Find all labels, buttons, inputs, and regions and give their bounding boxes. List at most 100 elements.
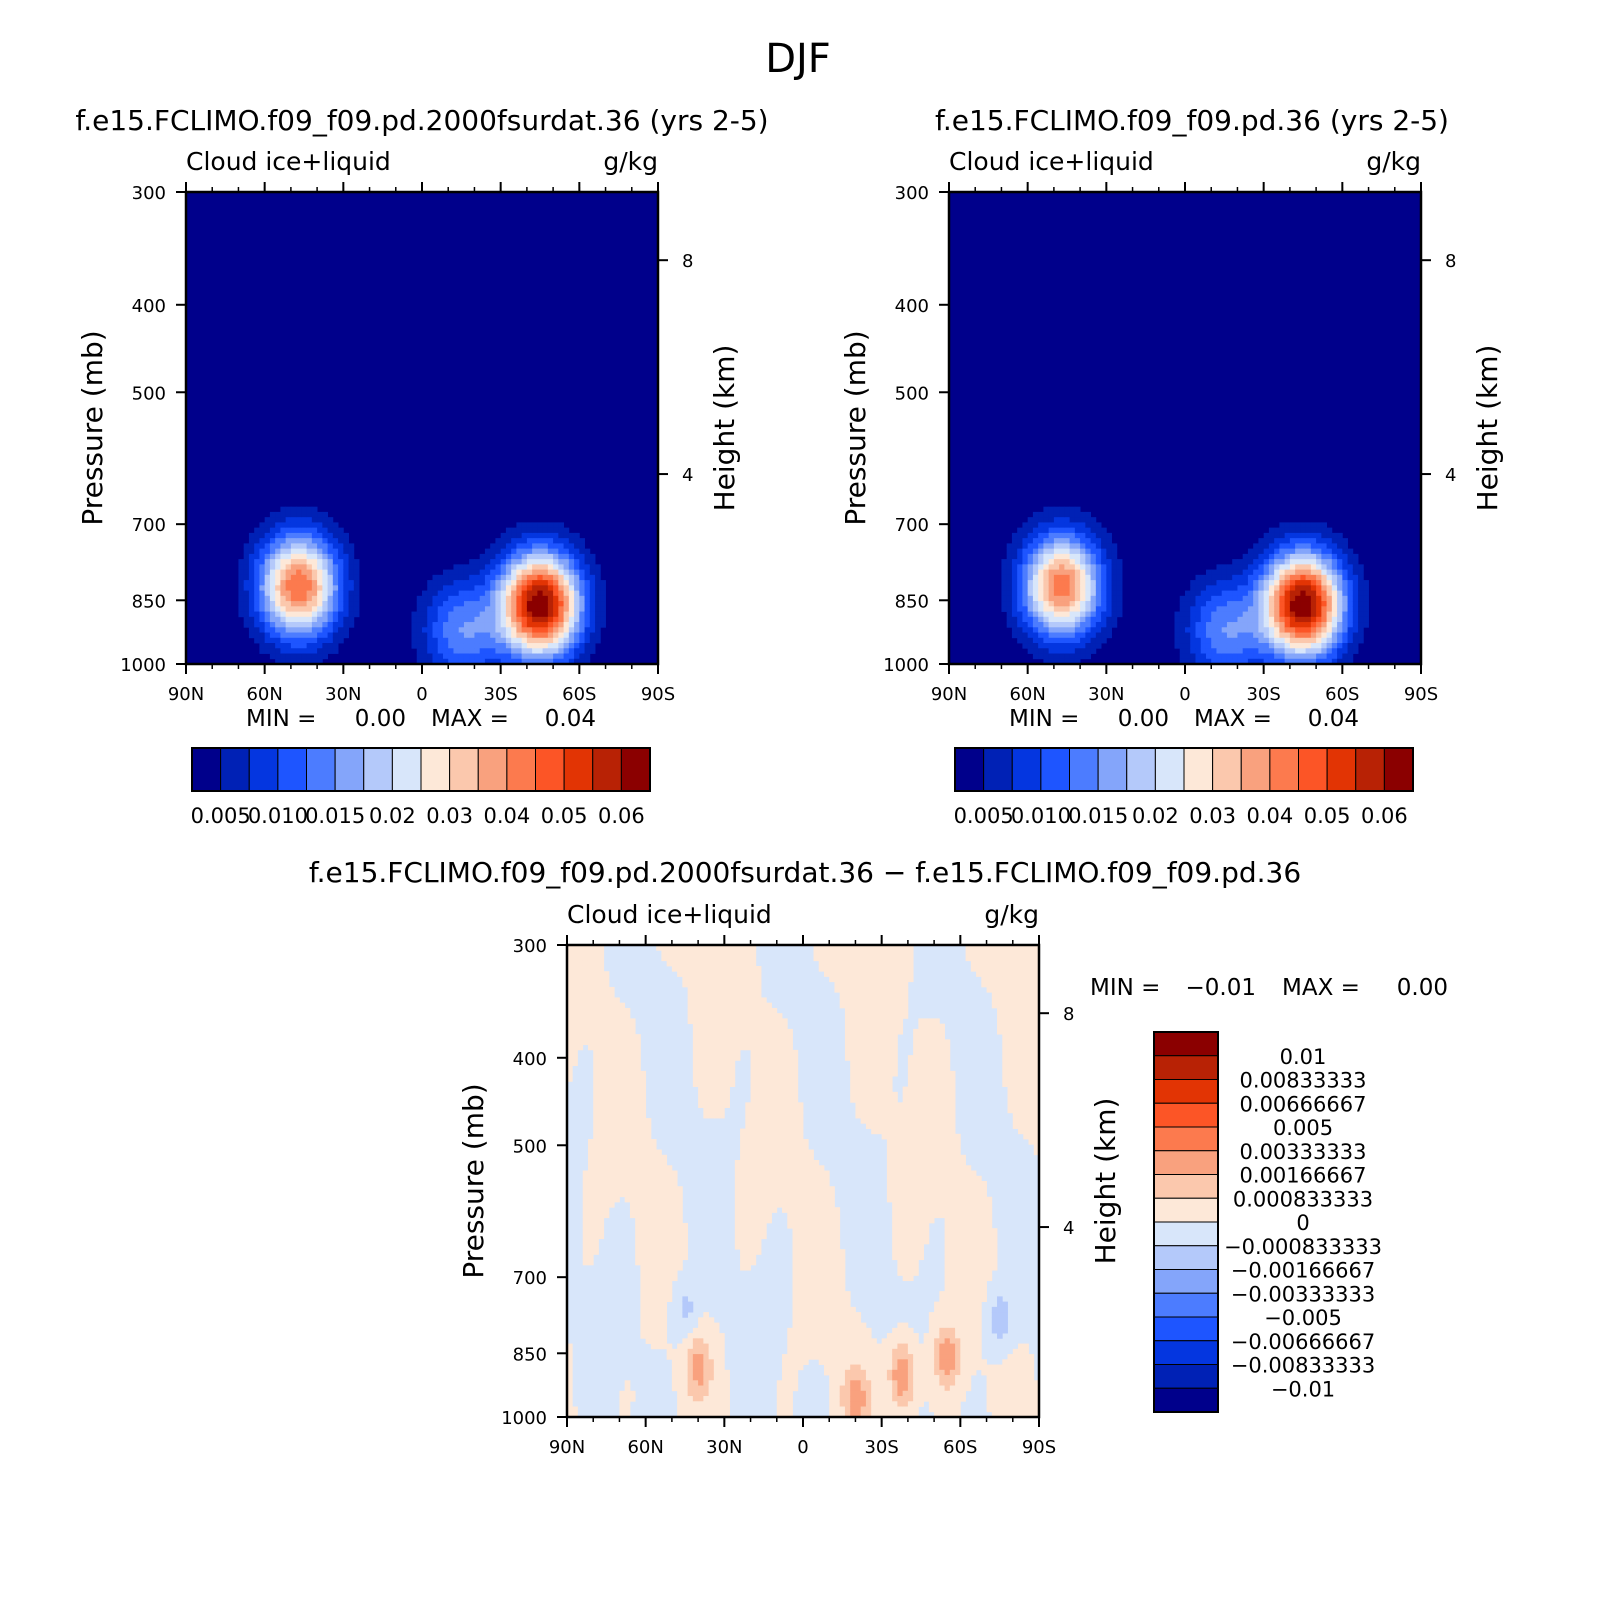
contour-cell: [1221, 569, 1228, 576]
contour-cell: [750, 992, 757, 998]
contour-cell: [1011, 606, 1018, 612]
contour-cell: [1247, 574, 1254, 581]
contour-cell: [640, 1149, 647, 1156]
contour-cell: [1295, 601, 1301, 607]
contour-cell: [243, 564, 250, 570]
contour-cell: [766, 1070, 772, 1077]
contour-cell: [484, 648, 491, 654]
contour-cell: [463, 643, 470, 649]
contour-cell: [1017, 559, 1023, 565]
contour-cell: [542, 632, 549, 639]
contour-cell: [469, 643, 475, 649]
contour-cell: [463, 616, 470, 623]
contour-cell: [682, 1306, 689, 1313]
contour-cell: [719, 1034, 725, 1040]
contour-cell: [750, 1254, 757, 1261]
contour-cell: [797, 1280, 804, 1287]
contour-cell: [598, 976, 605, 983]
contour-cell: [755, 986, 762, 993]
contour-cell: [442, 616, 449, 623]
contour-cell: [671, 960, 678, 967]
contour-cell: [755, 1076, 762, 1082]
contour-cell: [803, 1139, 809, 1145]
contour-cell: [1358, 616, 1364, 623]
contour-cell: [442, 611, 449, 618]
contour-cell: [1006, 616, 1013, 623]
contour-cell: [1216, 585, 1223, 591]
contour-cell: [1300, 559, 1307, 565]
contour-cell: [614, 1065, 620, 1072]
contour-cell: [1232, 627, 1238, 633]
contour-cell: [1363, 580, 1369, 586]
contour-cell: [761, 1222, 767, 1229]
contour-cell: [542, 601, 549, 607]
contour-cell: [495, 574, 502, 581]
contour-cell: [1006, 548, 1013, 555]
contour-cell: [1006, 606, 1013, 612]
contour-cell: [296, 595, 302, 602]
contour-cell: [813, 945, 820, 951]
contour-cell: [296, 580, 302, 586]
contour-cell: [1226, 574, 1233, 581]
contour-cell: [803, 1207, 809, 1213]
contour-cell: [1326, 643, 1333, 649]
contour-cell: [306, 517, 313, 523]
contour-cell: [792, 1270, 799, 1276]
contour-cell: [766, 1175, 772, 1182]
contour-cell: [1316, 658, 1322, 665]
contour-cell: [1253, 648, 1259, 654]
contour-cell: [1069, 590, 1076, 597]
contour-cell: [296, 532, 302, 539]
contour-cell: [1274, 527, 1280, 534]
contour-cell: [296, 564, 302, 570]
contour-cell: [254, 580, 260, 586]
contour-cell: [713, 976, 720, 983]
contour-cell: [1101, 527, 1107, 534]
contour-cell: [1011, 543, 1018, 550]
contour-cell: [629, 1144, 636, 1150]
contour-cell: [677, 1238, 683, 1245]
contour-cell: [1064, 574, 1071, 581]
contour-cell: [1247, 559, 1254, 565]
contour-cell: [301, 564, 308, 570]
contour-cell: [568, 580, 575, 586]
contour-cell: [595, 574, 601, 581]
contour-cell: [589, 559, 596, 565]
contour-cell: [740, 955, 746, 962]
contour-cell: [629, 1112, 636, 1119]
contour-cell: [608, 1118, 615, 1124]
contour-cell: [1038, 585, 1044, 591]
contour-cell: [474, 580, 481, 586]
contour-cell: [495, 548, 502, 555]
contour-cell: [1043, 590, 1050, 597]
contour-cell: [1190, 653, 1196, 660]
contour-cell: [542, 643, 549, 649]
contour-cell: [782, 1044, 788, 1051]
contour-cell: [656, 1181, 662, 1187]
contour-cell: [1085, 627, 1091, 633]
contour-cell: [713, 1018, 720, 1025]
contour-cell: [322, 653, 328, 660]
contour-cell: [677, 1406, 683, 1413]
contour-cell: [792, 1112, 799, 1119]
contour-cell: [619, 1401, 626, 1407]
contour-cell: [750, 981, 757, 988]
contour-cell: [1232, 590, 1238, 597]
contour-cell: [542, 574, 549, 581]
contour-cell: [422, 653, 428, 660]
contour-cell: [600, 611, 606, 618]
contour-cell: [603, 1086, 610, 1093]
contour-cell: [322, 548, 328, 555]
contour-cell: [661, 1259, 668, 1266]
contour-cell: [567, 945, 573, 951]
contour-cell: [243, 580, 250, 586]
contour-cell: [1216, 658, 1223, 665]
contour-cell: [1347, 632, 1354, 639]
contour-cell: [563, 648, 570, 654]
contour-cell: [1064, 601, 1071, 607]
contour-cell: [1316, 543, 1322, 550]
contour-cell: [458, 595, 465, 602]
contour-cell: [1274, 611, 1280, 618]
contour-cell: [458, 601, 465, 607]
contour-cell: [584, 569, 591, 576]
